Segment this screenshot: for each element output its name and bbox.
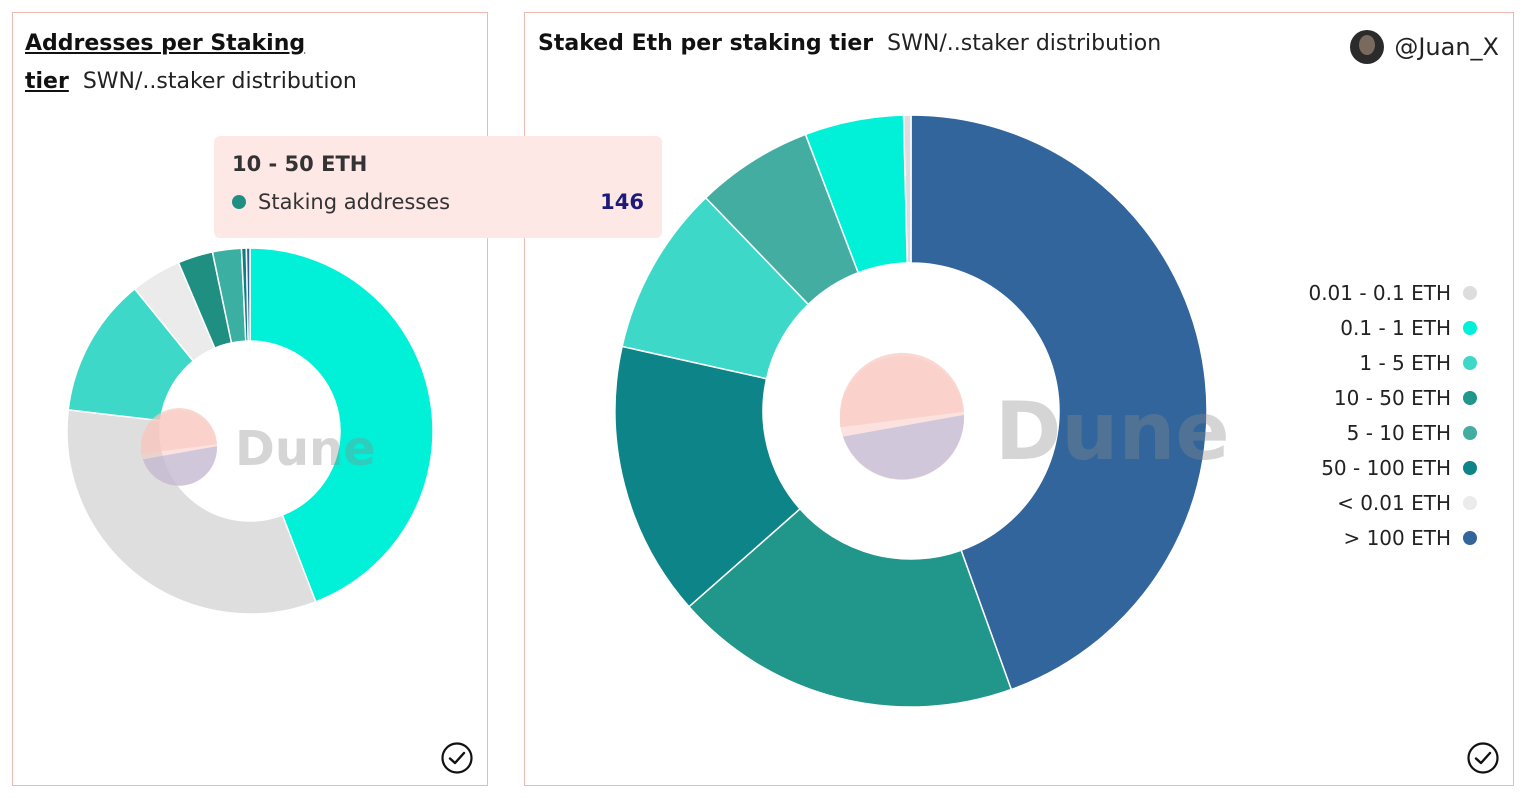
legend-label: > 100 ETH <box>1343 525 1451 550</box>
addresses-donut-chart[interactable]: Dune <box>13 13 489 787</box>
legend-dot <box>1463 355 1477 370</box>
slice-50-100-eth[interactable] <box>614 345 802 608</box>
legend-label: 5 - 10 ETH <box>1346 420 1451 445</box>
dune-logo <box>839 352 965 480</box>
left-chart-title-link-2[interactable]: tier <box>25 69 69 94</box>
legend-label: 50 - 100 ETH <box>1321 455 1451 480</box>
right-chart-title-line: Staked Eth per staking tier SWN/..staker … <box>538 31 1161 56</box>
slice-lt-0p01-eth[interactable] <box>66 409 317 615</box>
staked-eth-donut-chart[interactable]: Dune <box>525 13 1515 787</box>
staked-eth-chart-panel: Staked Eth per staking tier SWN/..staker … <box>524 12 1514 786</box>
legend-dot <box>1463 460 1477 475</box>
slice-0p01-0p1-eth[interactable] <box>902 114 912 264</box>
legend-item-lt-0p01-eth[interactable]: < 0.01 ETH <box>1308 485 1477 520</box>
avatar <box>1350 30 1385 64</box>
tooltip-series-label: Staking addresses <box>258 190 451 214</box>
chart-tooltip: 10 - 50 ETH Staking addresses 146 <box>214 136 662 238</box>
legend-dot <box>1463 285 1477 300</box>
slice-gt-100-eth[interactable] <box>245 247 251 342</box>
watermark-text: Dune <box>995 385 1230 478</box>
left-chart-title-line1: Addresses per Staking <box>25 31 305 56</box>
legend-dot <box>1463 320 1477 335</box>
chart-legend: 0.01 - 0.1 ETH 0.1 - 1 ETH 1 - 5 ETH 10 - 5… <box>1308 275 1477 555</box>
slice-gt-100-eth[interactable] <box>910 114 1208 691</box>
right-chart-title: Staked Eth per staking tier <box>538 31 874 56</box>
check-circle-icon[interactable] <box>1466 741 1500 775</box>
left-chart-title-link[interactable]: Addresses per Staking <box>25 31 306 56</box>
tooltip-row: Staking addresses 146 <box>232 190 644 214</box>
legend-item-1-5-eth[interactable]: 1 - 5 ETH <box>1308 345 1477 380</box>
slice-0p1-1-eth[interactable] <box>249 247 434 603</box>
legend-item-5-10-eth[interactable]: 5 - 10 ETH <box>1308 415 1477 450</box>
legend-item-10-50-eth[interactable]: 10 - 50 ETH <box>1308 380 1477 415</box>
legend-dot <box>1463 530 1477 545</box>
legend-item-0p1-1-eth[interactable]: 0.1 - 1 ETH <box>1308 310 1477 345</box>
tooltip-value: 146 <box>600 190 644 214</box>
username: @Juan_X <box>1394 33 1499 61</box>
legend-dot <box>1463 495 1477 510</box>
check-circle-icon[interactable] <box>440 741 474 775</box>
dune-logo <box>140 408 218 486</box>
tooltip-series-dot <box>232 195 246 209</box>
legend-dot <box>1463 390 1477 405</box>
user-badge[interactable]: @Juan_X <box>1350 29 1499 65</box>
addresses-chart-panel: Addresses per Staking tier SWN/..staker d… <box>12 12 488 786</box>
tooltip-title: 10 - 50 ETH <box>232 152 368 176</box>
legend-label: 0.1 - 1 ETH <box>1340 315 1451 340</box>
legend-item-gt-100-eth[interactable]: > 100 ETH <box>1308 520 1477 555</box>
right-chart-subtitle: SWN/..staker distribution <box>887 31 1162 56</box>
legend-item-0p01-0p1-eth[interactable]: 0.01 - 0.1 ETH <box>1308 275 1477 310</box>
legend-label: 0.01 - 0.1 ETH <box>1308 280 1451 305</box>
legend-label: < 0.01 ETH <box>1337 490 1451 515</box>
left-chart-title-line2: tier SWN/..staker distribution <box>25 69 357 94</box>
legend-item-50-100-eth[interactable]: 50 - 100 ETH <box>1308 450 1477 485</box>
legend-label: 1 - 5 ETH <box>1359 350 1451 375</box>
legend-dot <box>1463 425 1477 440</box>
watermark-text: Dune <box>235 421 376 477</box>
slice-10-50-eth[interactable] <box>687 507 1013 708</box>
left-chart-subtitle: SWN/..staker distribution <box>82 69 357 94</box>
legend-label: 10 - 50 ETH <box>1333 385 1451 410</box>
